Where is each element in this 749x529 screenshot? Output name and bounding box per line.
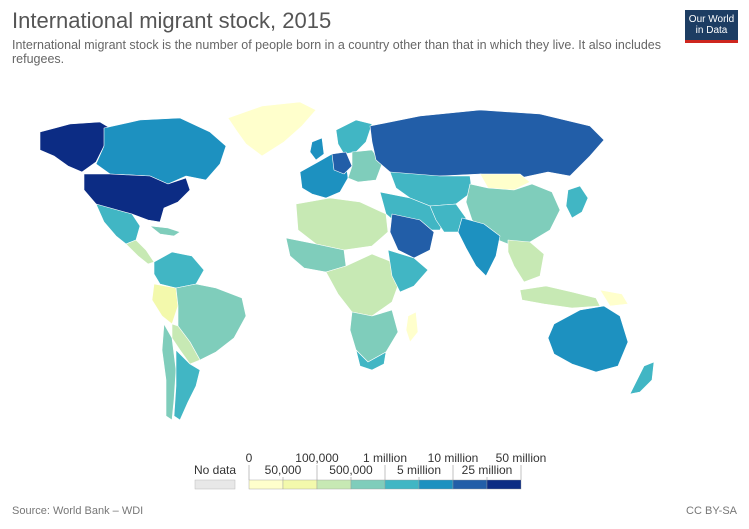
region-north-south-america[interactable] <box>153 251 205 289</box>
region-greenland[interactable] <box>227 101 317 157</box>
region-chile[interactable] <box>161 323 177 421</box>
region-australia[interactable] <box>547 305 629 373</box>
world-map[interactable] <box>0 80 749 440</box>
legend-upper-label-3: 10 million <box>428 451 479 465</box>
region-north-africa[interactable] <box>295 197 389 251</box>
legend-lower-label-0: 50,000 <box>265 463 302 477</box>
legend-bin-2 <box>316 479 352 490</box>
chart-subtitle: International migrant stock is the numbe… <box>12 38 661 66</box>
region-canada[interactable] <box>95 117 227 185</box>
region-japan[interactable] <box>565 185 589 219</box>
source-text: Source: World Bank – WDI <box>12 505 144 517</box>
owid-logo[interactable]: Our World in Data <box>685 10 738 43</box>
region-east-africa[interactable] <box>387 249 429 293</box>
region-brazil[interactable] <box>175 283 247 361</box>
logo-line-1: Our World <box>688 14 735 25</box>
region-argentina[interactable] <box>173 349 201 421</box>
license-link[interactable]: CC BY-SA <box>686 505 737 517</box>
legend-upper-label-4: 50 million <box>496 451 547 465</box>
region-scandinavia[interactable] <box>335 119 373 155</box>
region-saudi-arabia[interactable] <box>389 213 435 259</box>
region-south-africa[interactable] <box>355 349 387 371</box>
legend-bin-3 <box>350 479 386 490</box>
region-central-america[interactable] <box>125 239 155 265</box>
region-germany[interactable] <box>331 151 353 175</box>
legend-no-data-swatch <box>194 479 236 490</box>
region-uk[interactable] <box>309 137 325 161</box>
region-russia[interactable] <box>369 109 605 179</box>
legend-lower-label-1: 500,000 <box>329 463 373 477</box>
legend-bin-5 <box>418 479 454 490</box>
region-peru[interactable] <box>151 283 179 325</box>
region-central-africa[interactable] <box>325 253 401 317</box>
legend-bin-0 <box>248 479 284 490</box>
region-mongolia[interactable] <box>479 173 531 191</box>
legend-upper-label-0: 0 <box>246 451 253 465</box>
region-eastern-europe[interactable] <box>347 149 383 183</box>
chart-title: International migrant stock, 2015 <box>12 8 332 33</box>
legend-bin-4 <box>384 479 420 490</box>
color-legend: No data 0 100,000 1 million 10 million 50 mi… <box>194 451 547 490</box>
legend-no-data-label: No data <box>194 463 236 477</box>
legend-bin-7 <box>486 479 522 490</box>
legend-bin-1 <box>282 479 318 490</box>
region-bolivia-paraguay[interactable] <box>171 323 201 365</box>
region-alaska[interactable] <box>39 121 111 173</box>
legend-upper-label-1: 100,000 <box>295 451 339 465</box>
legend-lower-label-3: 25 million <box>462 463 513 477</box>
region-papua[interactable] <box>599 289 629 307</box>
region-india[interactable] <box>457 217 501 277</box>
region-southeast-asia[interactable] <box>507 239 545 283</box>
region-new-zealand[interactable] <box>629 361 655 395</box>
region-caribbean[interactable] <box>149 225 181 237</box>
legend-bin-6 <box>452 479 488 490</box>
legend-lower-label-2: 5 million <box>397 463 441 477</box>
legend-upper-label-2: 1 million <box>363 451 407 465</box>
logo-line-2: in Data <box>695 25 728 36</box>
region-madagascar[interactable] <box>405 311 419 343</box>
region-indonesia[interactable] <box>519 285 601 309</box>
